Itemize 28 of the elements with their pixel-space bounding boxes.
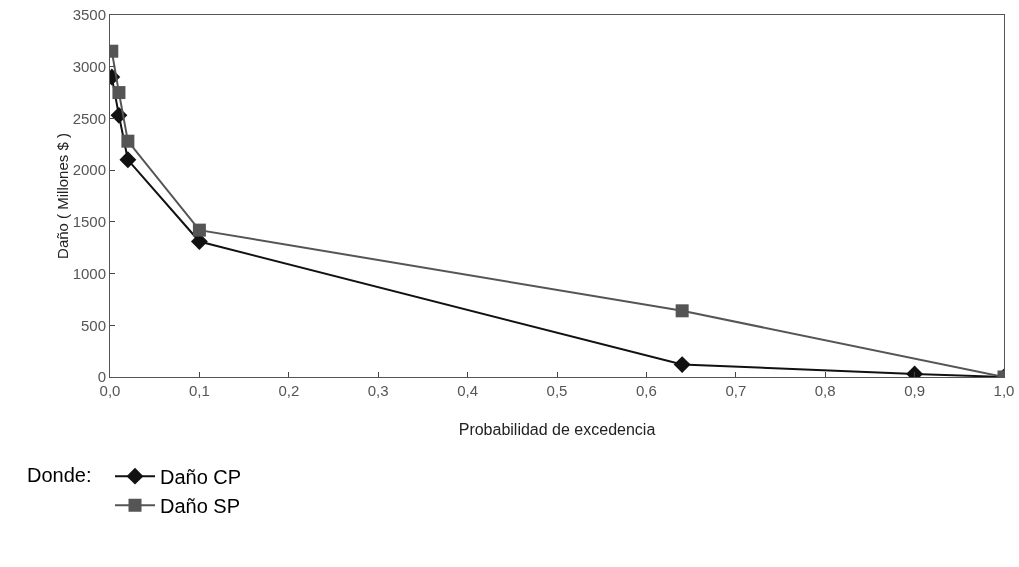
point [192,223,206,237]
y-axis-title: Daño ( Millones $ ) [53,133,71,259]
y-tick-label: 3500 [72,6,106,24]
text: Donde: [27,464,92,486]
x-tick-label: 0,8 [814,382,836,399]
point [119,151,137,169]
x-tick-label: 0,2 [278,382,300,399]
point [673,356,691,374]
x-tick-label: 0,5 [546,382,568,399]
y-tick-label: 2500 [72,109,106,127]
x-tick-label: 0,6 [635,382,657,399]
y-tick-label: 1500 [72,213,106,231]
x-tick-label: 0,1 [188,382,210,399]
y-tick-label: 2000 [72,161,106,179]
point [112,86,126,100]
x-tick-label: 0,7 [725,382,747,399]
y-tick-label: 3000 [72,57,106,75]
x-tick-label: 0,3 [367,382,389,399]
point [675,304,689,318]
point [121,134,135,148]
x-tick-label: 0,4 [457,382,479,399]
x-tick-label: 0,9 [904,382,926,399]
x-tick-label: 1,0 [993,382,1015,399]
y-tick-label: 500 [80,316,106,334]
legend-label: Daño CP [160,465,242,488]
x-axis-title: Probabilidad de excedencia [458,421,656,438]
y-tick-label: 1000 [72,264,106,282]
legend-label: Daño SP [160,494,241,517]
